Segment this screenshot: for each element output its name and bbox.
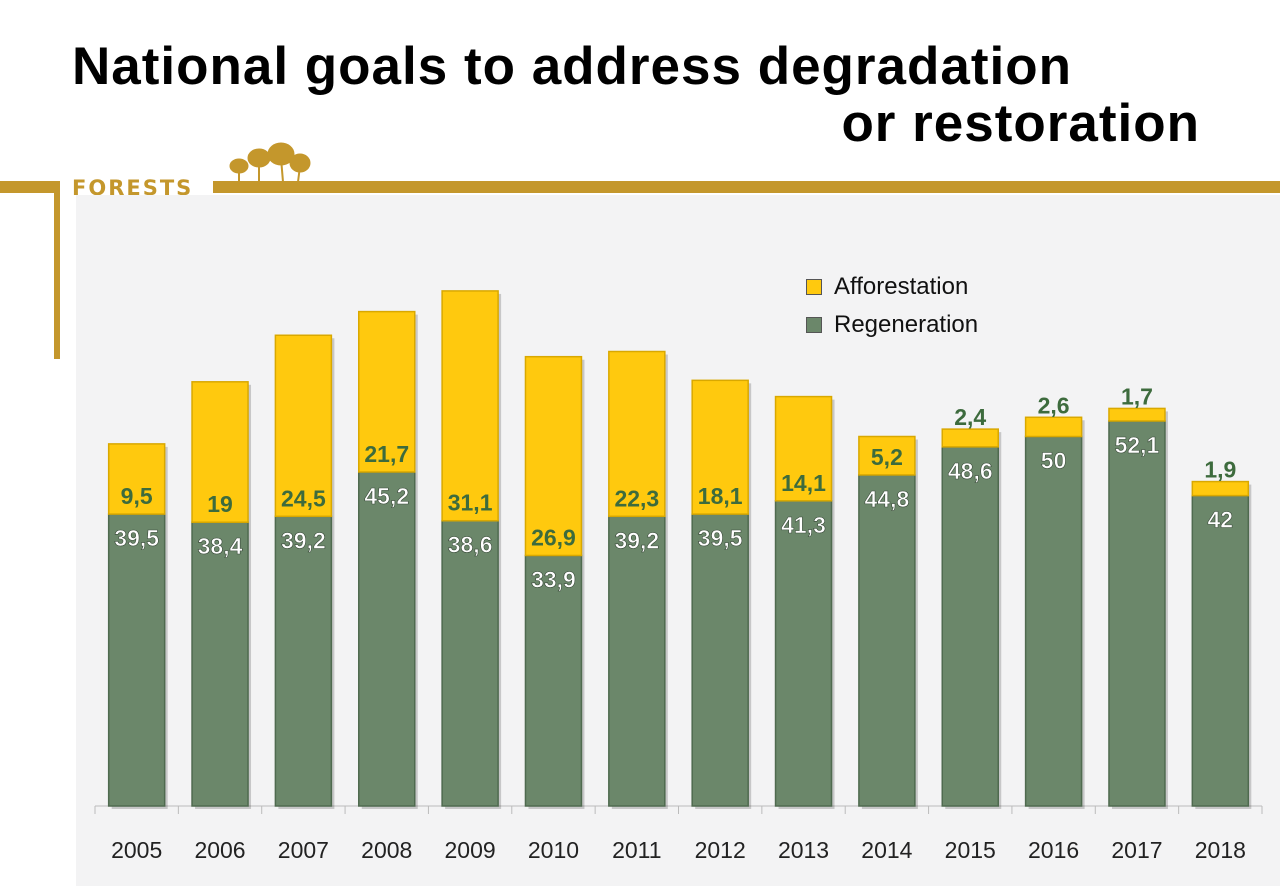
header-bar-right xyxy=(213,181,1280,193)
data-label-afforestation: 14,1 xyxy=(781,470,826,496)
data-label-afforestation: 19 xyxy=(207,491,233,517)
legend-afforestation: Afforestation xyxy=(806,273,968,301)
bar-regeneration xyxy=(274,515,333,807)
bar-afforestation xyxy=(608,350,666,518)
data-label-afforestation: 21,7 xyxy=(364,441,409,467)
x-tick-label: 2006 xyxy=(194,837,245,863)
data-label-afforestation: 9,5 xyxy=(121,483,153,509)
bar-regeneration xyxy=(608,515,666,807)
x-tick-label: 2017 xyxy=(1111,837,1162,863)
data-label-afforestation: 22,3 xyxy=(614,485,659,511)
stacked-bar-chart: 39,5 9,5 2005 38,4 19 2006 39,2 24,5 2007 45,2 21,… xyxy=(94,290,1263,863)
data-label-afforestation: 5,2 xyxy=(871,444,903,470)
bar-regeneration xyxy=(1191,494,1250,807)
title-line-1: National goals to address degradation xyxy=(72,37,1073,96)
bar-regeneration xyxy=(858,474,916,807)
x-tick-label: 2008 xyxy=(361,837,412,863)
bar-regeneration xyxy=(441,519,499,807)
data-label-regeneration: 52,1 xyxy=(1115,432,1160,458)
header-bar-vertical xyxy=(54,181,60,359)
data-label-regeneration: 42 xyxy=(1208,507,1234,533)
data-label-regeneration: 41,3 xyxy=(781,512,826,538)
data-label-afforestation: 2,4 xyxy=(954,404,986,430)
x-tick-label: 2005 xyxy=(111,837,162,863)
data-label-regeneration: 38,4 xyxy=(198,533,243,559)
data-label-regeneration: 39,5 xyxy=(698,525,743,551)
trees-logo-icon xyxy=(229,142,311,183)
header-bar-left xyxy=(0,181,60,193)
x-tick-label: 2012 xyxy=(695,837,746,863)
bar-afforestation xyxy=(441,290,499,522)
bar-regeneration xyxy=(358,471,416,807)
x-tick-label: 2014 xyxy=(861,837,912,863)
legend-label-afforestation: Afforestation xyxy=(834,273,969,300)
bar-afforestation xyxy=(191,381,249,523)
chart-panel: 39,5 9,5 2005 38,4 19 2006 39,2 24,5 2007 45,2 21,… xyxy=(76,195,1280,886)
x-tick-label: 2018 xyxy=(1195,837,1246,863)
bar-afforestation xyxy=(1024,416,1083,438)
data-label-afforestation: 1,7 xyxy=(1121,383,1153,409)
data-label-regeneration: 50 xyxy=(1041,448,1067,474)
bar-afforestation xyxy=(774,395,833,502)
data-label-afforestation: 26,9 xyxy=(531,524,576,550)
x-tick-label: 2016 xyxy=(1028,837,1079,863)
bar-afforestation xyxy=(274,334,333,518)
data-label-afforestation: 31,1 xyxy=(448,490,493,516)
data-label-afforestation: 18,1 xyxy=(698,483,743,509)
legend-swatch-afforestation xyxy=(806,279,822,295)
bar-regeneration xyxy=(941,446,999,807)
bar-afforestation xyxy=(1108,407,1166,422)
data-label-regeneration: 39,5 xyxy=(114,525,159,551)
bar-afforestation xyxy=(524,355,583,557)
data-label-regeneration: 38,6 xyxy=(448,532,493,558)
x-tick-label: 2015 xyxy=(945,837,996,863)
bar-regeneration xyxy=(774,500,833,807)
legend-label-regeneration: Regeneration xyxy=(834,311,979,338)
bar-regeneration xyxy=(524,554,583,807)
data-label-afforestation: 24,5 xyxy=(281,485,326,511)
x-tick-label: 2013 xyxy=(778,837,829,863)
legend-swatch-regeneration xyxy=(806,317,822,333)
bar-regeneration xyxy=(1024,435,1083,807)
data-label-regeneration: 44,8 xyxy=(865,486,910,512)
x-tick-label: 2010 xyxy=(528,837,579,863)
bar-regeneration xyxy=(191,521,249,807)
data-label-regeneration: 39,2 xyxy=(614,527,659,553)
x-tick-label: 2009 xyxy=(445,837,496,863)
bar-regeneration xyxy=(1108,420,1166,807)
data-label-regeneration: 48,6 xyxy=(948,458,993,484)
bar-afforestation xyxy=(691,379,749,515)
slide-title: National goals to address degradation or… xyxy=(72,38,1200,152)
data-label-regeneration: 45,2 xyxy=(364,483,409,509)
bar-afforestation xyxy=(858,435,916,476)
x-tick-label: 2007 xyxy=(278,837,329,863)
x-tick-label: 2011 xyxy=(612,837,661,863)
bar-regeneration xyxy=(691,513,749,807)
data-label-regeneration: 33,9 xyxy=(531,566,576,592)
bar-afforestation xyxy=(358,310,416,473)
data-label-afforestation: 2,6 xyxy=(1038,392,1070,418)
title-line-2: or restoration xyxy=(841,94,1200,153)
bar-regeneration xyxy=(107,513,166,807)
bar-afforestation xyxy=(941,428,999,448)
bar-afforestation xyxy=(1191,480,1250,497)
data-label-regeneration: 39,2 xyxy=(281,527,326,553)
data-label-afforestation: 1,9 xyxy=(1204,457,1236,483)
legend-regeneration: Regeneration xyxy=(806,311,978,339)
bar-afforestation xyxy=(107,443,166,515)
